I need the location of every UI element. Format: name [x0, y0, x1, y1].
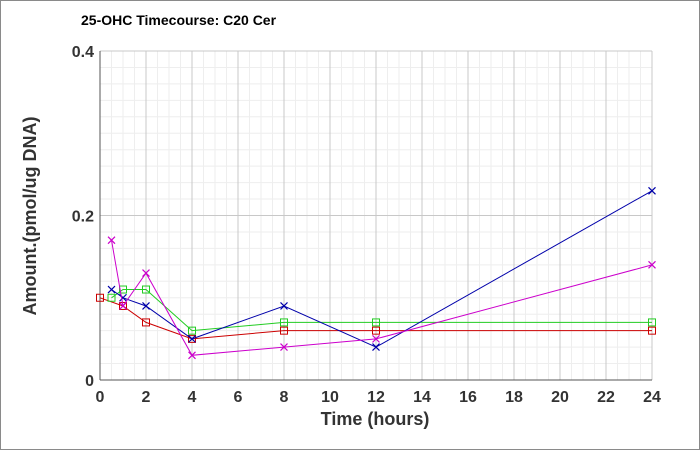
data-point-x	[372, 343, 380, 352]
x-tick-label: 16	[459, 389, 477, 406]
x-tick-label: 12	[367, 389, 385, 406]
data-point-square	[188, 334, 196, 343]
data-point-square	[648, 318, 656, 327]
data-point-x	[107, 236, 116, 245]
axes	[99, 51, 652, 381]
data-point-square	[372, 318, 380, 327]
data-point-x	[142, 269, 150, 277]
grid-lines	[99, 50, 653, 381]
data-point-square	[119, 301, 127, 310]
data-point-x	[648, 260, 656, 269]
chart-title: 25-OHC Timecourse: C20 Cer	[81, 12, 277, 28]
series-4	[107, 236, 656, 360]
y-tick-label: 0.2	[72, 209, 94, 226]
x-tick-label: 20	[551, 389, 569, 406]
y-tick-label: 0.4	[72, 44, 94, 61]
data-point-square	[142, 285, 150, 294]
x-tick-label: 14	[413, 389, 431, 406]
data-point-square	[107, 293, 116, 302]
x-tick-label: 18	[505, 389, 523, 406]
data-point-x	[280, 343, 288, 352]
data-point-x	[188, 334, 196, 343]
series-line	[111, 289, 652, 332]
x-axis-label: Time (hours)	[321, 409, 430, 429]
data-point-square	[280, 318, 288, 327]
data-point-square	[280, 326, 288, 335]
x-tick-label: 8	[280, 389, 289, 406]
data-point-square	[142, 318, 150, 327]
data-point-x	[188, 351, 196, 360]
x-tick-label: 4	[188, 389, 197, 406]
data-point-x	[280, 302, 288, 310]
x-tick-label: 22	[597, 389, 615, 406]
series-group	[96, 186, 656, 360]
series-2	[107, 285, 656, 335]
y-tick-label: 0	[85, 373, 94, 390]
x-tick-label: 2	[142, 389, 151, 406]
data-point-square	[188, 326, 196, 335]
data-point-x	[119, 302, 127, 310]
data-point-x	[107, 285, 116, 294]
data-point-x	[142, 302, 150, 310]
data-point-square	[372, 326, 380, 335]
data-point-square	[96, 293, 104, 302]
x-tick-label: 0	[96, 389, 105, 406]
data-point-x	[648, 186, 656, 195]
data-point-x	[372, 334, 380, 343]
series-3	[107, 186, 656, 352]
data-point-square	[119, 285, 127, 294]
y-axis-label: Amount.(pmol/ug DNA)	[20, 117, 40, 316]
x-tick-label: 6	[234, 389, 243, 406]
data-point-square	[648, 326, 656, 335]
x-tick-label: 24	[643, 389, 661, 406]
x-tick-label: 10	[321, 389, 339, 406]
